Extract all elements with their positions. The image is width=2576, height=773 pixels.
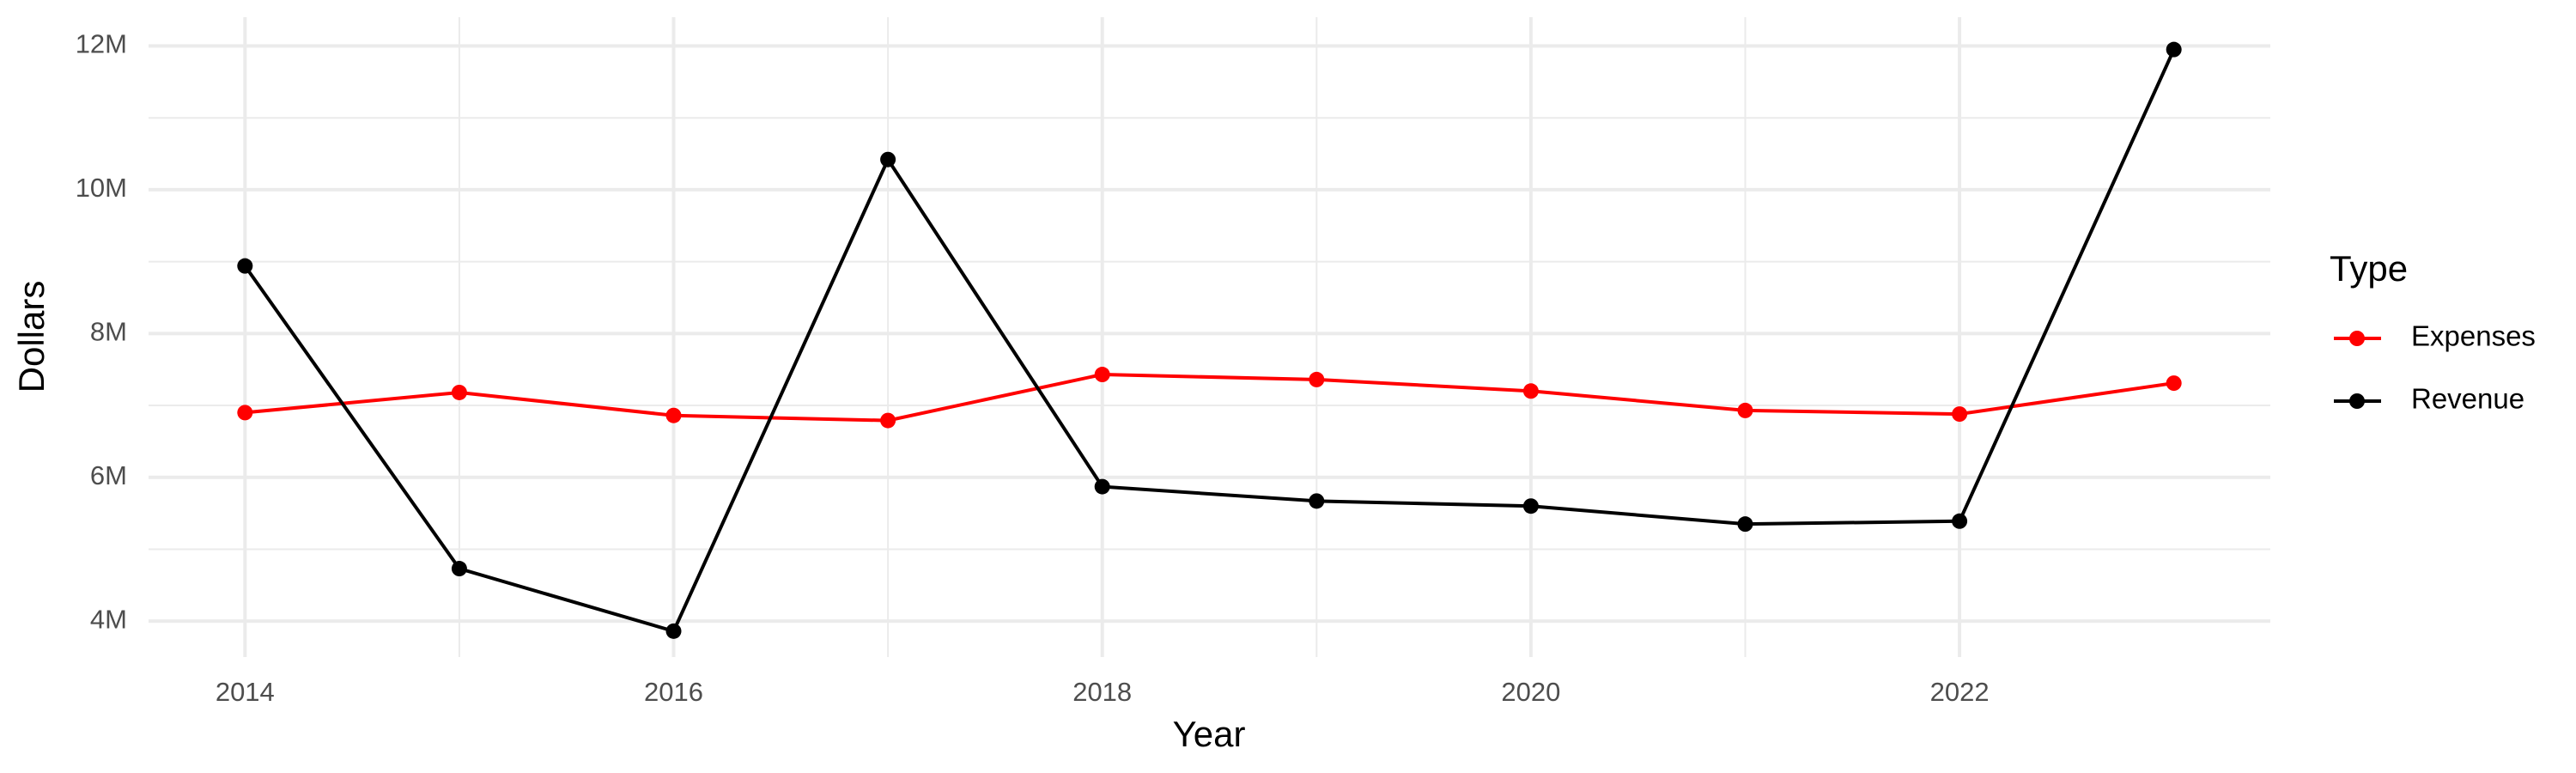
x-tick-label: 2018 — [1072, 677, 1132, 707]
data-point — [1309, 371, 1325, 387]
data-point — [451, 384, 467, 400]
data-point — [1522, 383, 1539, 399]
legend-key-point — [2349, 331, 2365, 346]
x-axis-title: Year — [1173, 714, 1246, 754]
legend-label: Expenses — [2411, 320, 2536, 352]
data-point — [880, 151, 896, 167]
y-tick-label: 12M — [76, 29, 127, 59]
data-point — [665, 407, 682, 423]
data-point — [2166, 375, 2182, 392]
data-point — [2166, 41, 2182, 58]
data-point — [1094, 478, 1110, 495]
data-point — [1952, 406, 1968, 423]
data-point — [1522, 498, 1539, 514]
y-axis-title: Dollars — [11, 281, 52, 393]
data-point — [237, 258, 253, 274]
legend-title: Type — [2330, 248, 2408, 289]
data-point — [1094, 367, 1110, 383]
legend-label: Revenue — [2411, 383, 2524, 415]
y-tick-label: 8M — [90, 317, 127, 347]
legend-key-point — [2349, 393, 2365, 409]
data-point — [237, 405, 253, 421]
x-tick-label: 2014 — [216, 677, 275, 707]
x-tick-label: 2020 — [1501, 677, 1560, 707]
grid — [149, 17, 2270, 657]
y-tick-label: 4M — [90, 604, 127, 634]
data-point — [1737, 516, 1753, 533]
data-point — [1309, 493, 1325, 509]
data-point — [1952, 513, 1968, 529]
x-tick-label: 2016 — [644, 677, 703, 707]
data-point — [880, 412, 896, 429]
series-line — [243, 48, 2176, 634]
series-line — [245, 373, 2174, 423]
data-point — [665, 623, 682, 639]
y-tick-label: 10M — [76, 173, 127, 203]
y-tick-label: 6M — [90, 460, 127, 490]
data-point — [451, 561, 467, 577]
data-point — [1737, 402, 1753, 418]
x-tick-label: 2022 — [1930, 677, 1990, 707]
